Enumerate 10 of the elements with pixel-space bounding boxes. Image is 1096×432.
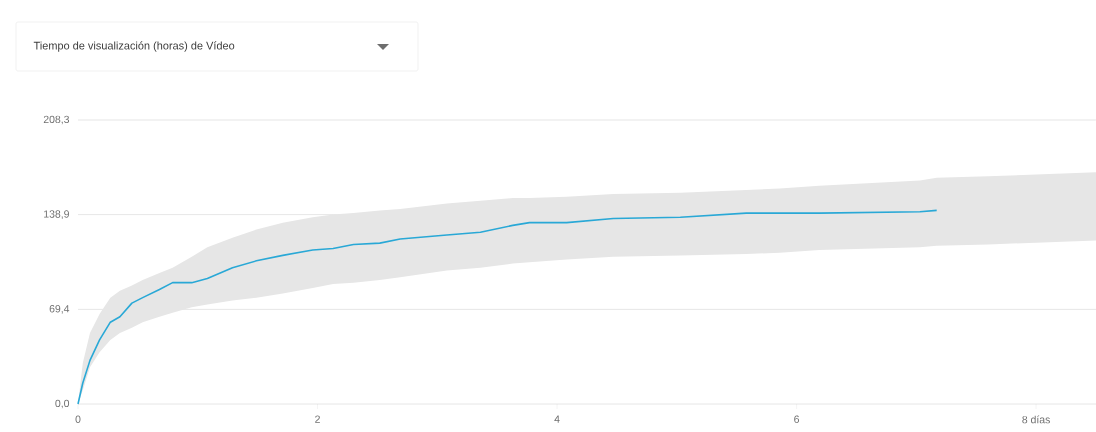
x-tick-label: 4 xyxy=(554,415,560,423)
y-tick-label: 138,9 xyxy=(44,210,69,219)
x-tick-label: 0 xyxy=(75,415,81,423)
x-tick-label: 2 xyxy=(315,415,320,423)
x-tick-label: 6 xyxy=(794,415,800,423)
x-tick-label: 8 días xyxy=(1022,415,1050,424)
chart-title: Tiempo de visualización (horas) de Vídeo xyxy=(33,41,235,52)
y-tick-label: 208,3 xyxy=(43,115,70,125)
y-tick-label: 69,4 xyxy=(49,305,70,314)
y-tick-label: 0,0 xyxy=(55,399,70,409)
